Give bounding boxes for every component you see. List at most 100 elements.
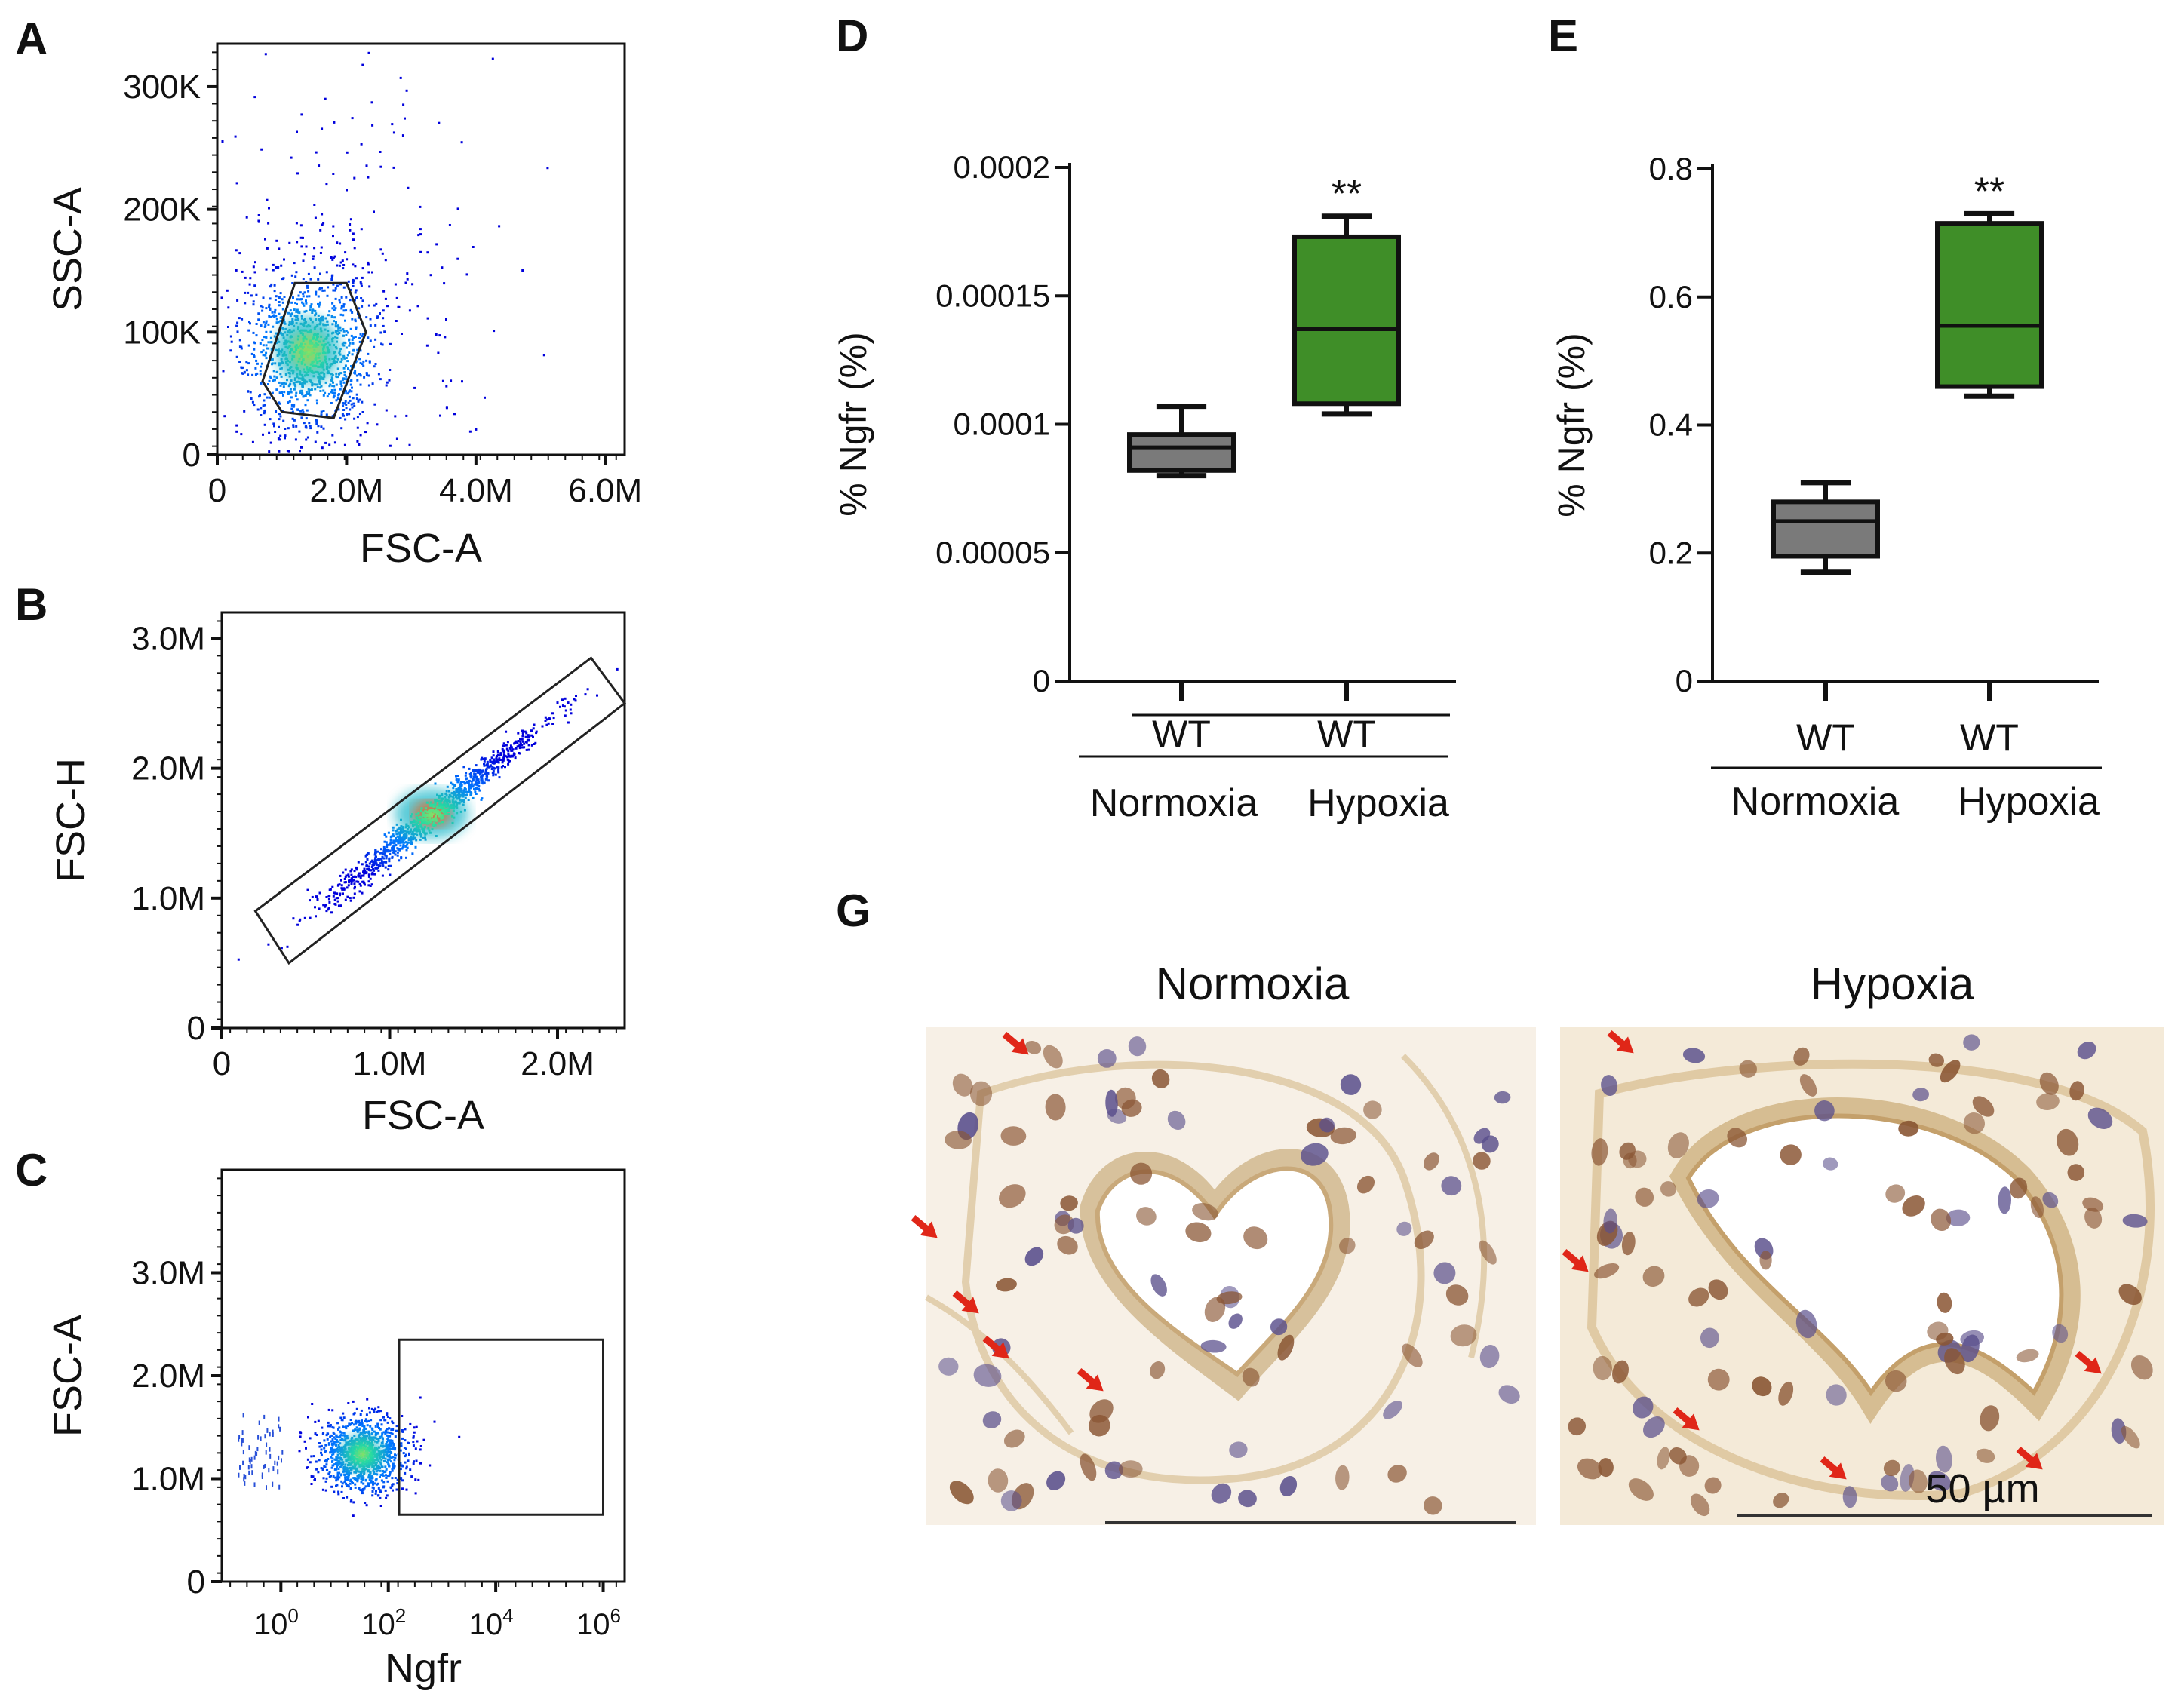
cell-nucleus bbox=[1976, 1448, 1995, 1463]
box-normoxia bbox=[1771, 480, 1880, 575]
cell-nucleus bbox=[1150, 1274, 1167, 1297]
cell-nucleus bbox=[1363, 1100, 1382, 1119]
cell-nucleus bbox=[1635, 1187, 1654, 1207]
category-label: WT bbox=[1317, 713, 1376, 755]
cell-nucleus bbox=[1228, 1313, 1243, 1329]
cell-nucleus bbox=[1340, 1074, 1362, 1095]
cell-nucleus bbox=[1270, 1318, 1288, 1336]
y-tick-label: 0.00015 bbox=[935, 278, 1050, 313]
cell-nucleus bbox=[1642, 1266, 1665, 1287]
cell-nucleus bbox=[2039, 1072, 2059, 1095]
cell-nucleus bbox=[1383, 1400, 1402, 1419]
cell-nucleus bbox=[1479, 1240, 1497, 1265]
group-label: Hypoxia bbox=[1958, 780, 2100, 824]
x-tick-label: 2.0M bbox=[310, 472, 384, 509]
cell-nucleus bbox=[1961, 1334, 1980, 1363]
cell-nucleus bbox=[1885, 1370, 1907, 1392]
cell-nucleus bbox=[1972, 1096, 1995, 1117]
box-hypoxia bbox=[1292, 213, 1401, 417]
cell-nucleus bbox=[1682, 1048, 1706, 1063]
cell-nucleus bbox=[1121, 1099, 1142, 1117]
y-tick-label: 0 bbox=[1676, 663, 1693, 698]
cell-nucleus bbox=[1335, 1465, 1350, 1490]
cell-nucleus bbox=[1688, 1287, 1709, 1307]
x-tick-label: 0 bbox=[208, 472, 226, 509]
y-tick-label: 0.2 bbox=[1649, 535, 1693, 570]
cell-nucleus bbox=[1242, 1367, 1260, 1387]
cell-nucleus bbox=[1319, 1117, 1335, 1133]
cell-nucleus bbox=[1628, 1478, 1654, 1501]
x-axis-label: Ngfr bbox=[385, 1646, 462, 1691]
cell-nucleus bbox=[1752, 1376, 1772, 1397]
cell-nucleus bbox=[995, 1278, 1017, 1292]
cell-nucleus bbox=[1881, 1475, 1899, 1492]
cell-nucleus bbox=[1243, 1226, 1268, 1250]
normoxia-image-title: Normoxia bbox=[1156, 959, 1350, 1009]
cell-nucleus bbox=[1473, 1152, 1491, 1170]
cell-nucleus bbox=[1080, 1453, 1097, 1481]
cell-nucleus bbox=[1963, 1112, 1986, 1134]
x-tick-label: 6.0M bbox=[568, 472, 642, 509]
cell-nucleus bbox=[1814, 1100, 1835, 1122]
cell-nucleus bbox=[2057, 1128, 2079, 1156]
cell-nucleus bbox=[1909, 1469, 1928, 1493]
cell-nucleus bbox=[1498, 1385, 1520, 1404]
flow-plot-b: 0 1.0M 2.0M 0 1.0M 2.0M 3.0M FSC-A FSC-H bbox=[48, 611, 627, 1138]
red-arrow bbox=[1077, 1367, 1104, 1392]
box-plot-e: 0 0.2 0.4 0.6 0.8 % Ngfr (%) WT WT ** Normoxia Hyp… bbox=[1550, 151, 2102, 824]
cell-nucleus bbox=[1200, 1339, 1227, 1353]
cell-nucleus bbox=[1067, 1217, 1084, 1234]
cell-nucleus bbox=[1024, 1247, 1044, 1266]
cell-nucleus bbox=[1667, 1132, 1689, 1158]
cell-nucleus bbox=[1660, 1181, 1677, 1197]
cell-nucleus bbox=[1603, 1208, 1617, 1234]
cell-nucleus bbox=[1773, 1493, 1789, 1508]
cell-nucleus bbox=[1097, 1048, 1117, 1068]
panel-letter-c: C bbox=[15, 1145, 48, 1195]
group-label: Normoxia bbox=[1090, 781, 1258, 825]
panel-letter-d: D bbox=[836, 11, 868, 61]
group-label: Normoxia bbox=[1731, 780, 1900, 824]
cell-nucleus bbox=[2118, 1284, 2142, 1306]
cell-nucleus bbox=[1060, 1195, 1078, 1211]
cell-nucleus bbox=[1727, 1128, 1748, 1148]
y-axis-label: SSC-A bbox=[45, 187, 91, 311]
cell-nucleus bbox=[1885, 1184, 1906, 1203]
box-iqr bbox=[1292, 234, 1401, 407]
cell-nucleus bbox=[998, 1184, 1026, 1208]
cell-nucleus bbox=[1000, 1490, 1022, 1511]
group-label: Hypoxia bbox=[1307, 781, 1449, 825]
cell-nucleus bbox=[2016, 1349, 2039, 1363]
panel-letter-a: A bbox=[15, 14, 48, 64]
cell-nucleus bbox=[1759, 1251, 1772, 1270]
cell-nucleus bbox=[1940, 1060, 1961, 1083]
cell-nucleus bbox=[1657, 1447, 1670, 1470]
red-arrow bbox=[911, 1214, 938, 1238]
cell-nucleus bbox=[1912, 1088, 1929, 1102]
y-axis-label: FSC-A bbox=[45, 1315, 91, 1437]
cell-nucleus bbox=[1643, 1416, 1665, 1438]
red-arrow bbox=[2016, 1446, 2043, 1470]
cell-nucleus bbox=[1204, 1297, 1226, 1322]
cell-nucleus bbox=[1898, 1120, 1919, 1137]
cell-nucleus bbox=[1003, 1429, 1025, 1448]
red-arrow bbox=[1607, 1030, 1634, 1054]
red-arrow bbox=[1820, 1456, 1847, 1480]
gate-outline bbox=[261, 281, 367, 419]
y-tick-label: 0.4 bbox=[1649, 407, 1693, 443]
category-label: WT bbox=[1960, 717, 2019, 759]
cell-nucleus bbox=[1598, 1458, 1614, 1478]
box-normoxia bbox=[1127, 404, 1236, 479]
cell-nucleus bbox=[2042, 1192, 2059, 1208]
cell-nucleus bbox=[1946, 1209, 1971, 1226]
cell-nucleus bbox=[1998, 1186, 2012, 1214]
cell-nucleus bbox=[1229, 1441, 1248, 1459]
cell-nucleus bbox=[2067, 1164, 2085, 1181]
cell-nucleus bbox=[1279, 1475, 1298, 1497]
panel-letter-b: B bbox=[15, 579, 48, 630]
cell-nucleus bbox=[2130, 1355, 2153, 1380]
scatter-points bbox=[237, 667, 619, 961]
cell-nucleus bbox=[1842, 1486, 1857, 1508]
cell-nucleus bbox=[1396, 1221, 1412, 1236]
x-axis-label: FSC-A bbox=[360, 526, 482, 571]
